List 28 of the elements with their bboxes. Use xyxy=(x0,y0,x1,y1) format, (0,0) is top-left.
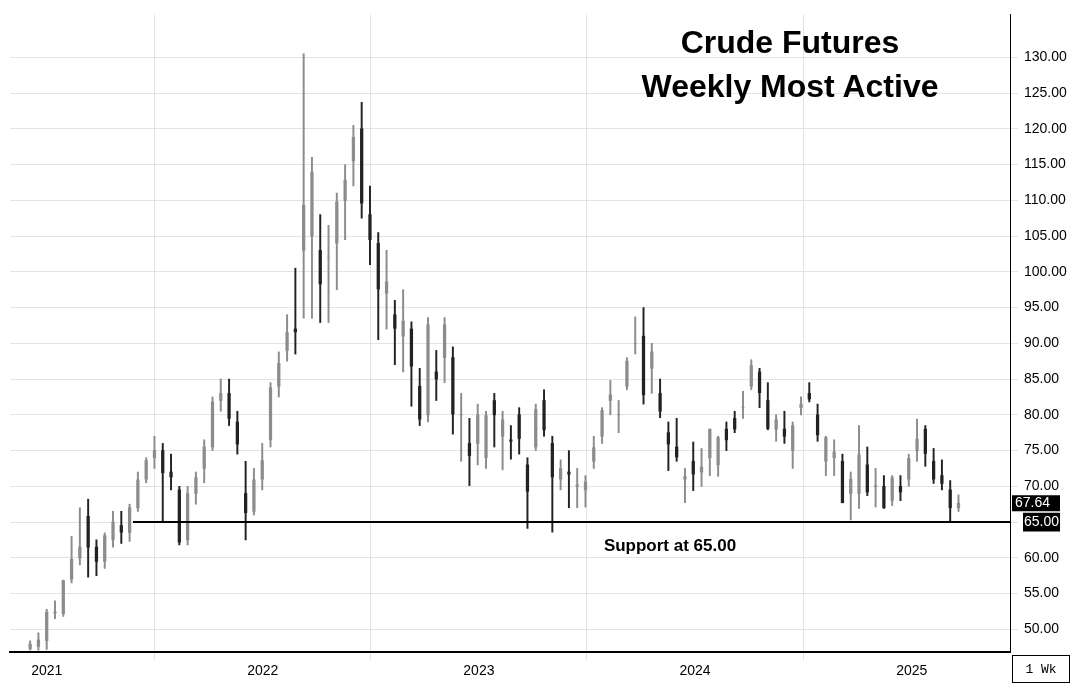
y-tick-label: 60.00 xyxy=(1024,548,1060,565)
y-tick-label: 115.00 xyxy=(1024,155,1066,172)
y-tick-label: 50.00 xyxy=(1024,620,1060,637)
x-tick-label: 2022 xyxy=(247,662,279,679)
y-tick-label: 100.00 xyxy=(1024,262,1068,279)
y-tick-label: 80.00 xyxy=(1024,405,1060,422)
ref-line-label: Support at 65.00 xyxy=(603,536,737,556)
y-tick-label: 120.00 xyxy=(1024,119,1068,136)
y-tick-label: 105.00 xyxy=(1024,226,1068,243)
text: 1 Wk xyxy=(1012,655,1070,683)
chart-title: Crude Futures xyxy=(679,23,901,62)
x-tick-label: 2025 xyxy=(896,662,928,679)
x-tick-label: 2024 xyxy=(679,662,711,679)
y-tick-label: 55.00 xyxy=(1024,584,1060,601)
y-tick-label: 70.00 xyxy=(1024,477,1060,494)
x-tick-label: 2023 xyxy=(463,662,495,679)
y-tick-label: 90.00 xyxy=(1024,334,1060,351)
text: Weekly Most Active xyxy=(640,67,940,106)
y-tick-label: 125.00 xyxy=(1024,83,1068,100)
x-tick-label: 2021 xyxy=(31,662,63,679)
y-tick-label: 95.00 xyxy=(1024,298,1060,315)
candlestick xyxy=(741,390,745,419)
text: 67.64 xyxy=(1015,494,1051,511)
y-tick-label: 75.00 xyxy=(1024,441,1060,458)
y-tick-label: 130.00 xyxy=(1024,48,1068,65)
y-tick-label: 85.00 xyxy=(1024,369,1060,386)
y-tick-label: 110.00 xyxy=(1024,191,1066,208)
y-tick-label: 65.00 xyxy=(1024,512,1060,529)
